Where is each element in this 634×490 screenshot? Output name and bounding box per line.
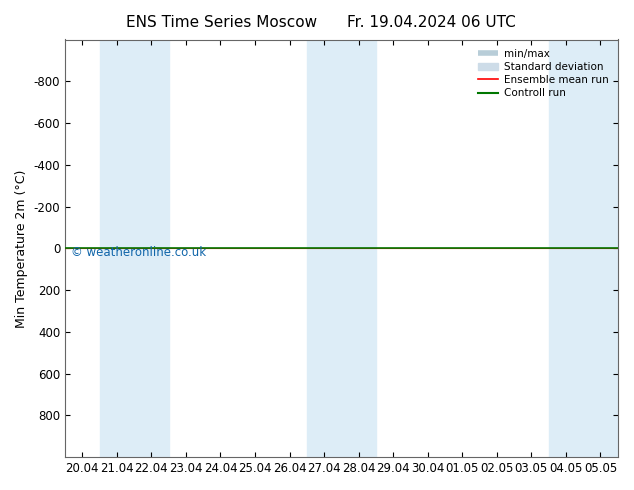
Bar [100,40,169,457]
Text: ENS Time Series Moscow: ENS Time Series Moscow [126,15,318,30]
Y-axis label: Min Temperature 2m (°C): Min Temperature 2m (°C) [15,169,28,327]
Text: Fr. 19.04.2024 06 UTC: Fr. 19.04.2024 06 UTC [347,15,515,30]
Bar [307,40,376,457]
Bar [548,40,618,457]
Text: © weatheronline.co.uk: © weatheronline.co.uk [70,246,205,259]
Legend: min/max, Standard deviation, Ensemble mean run, Controll run: min/max, Standard deviation, Ensemble me… [474,45,612,102]
